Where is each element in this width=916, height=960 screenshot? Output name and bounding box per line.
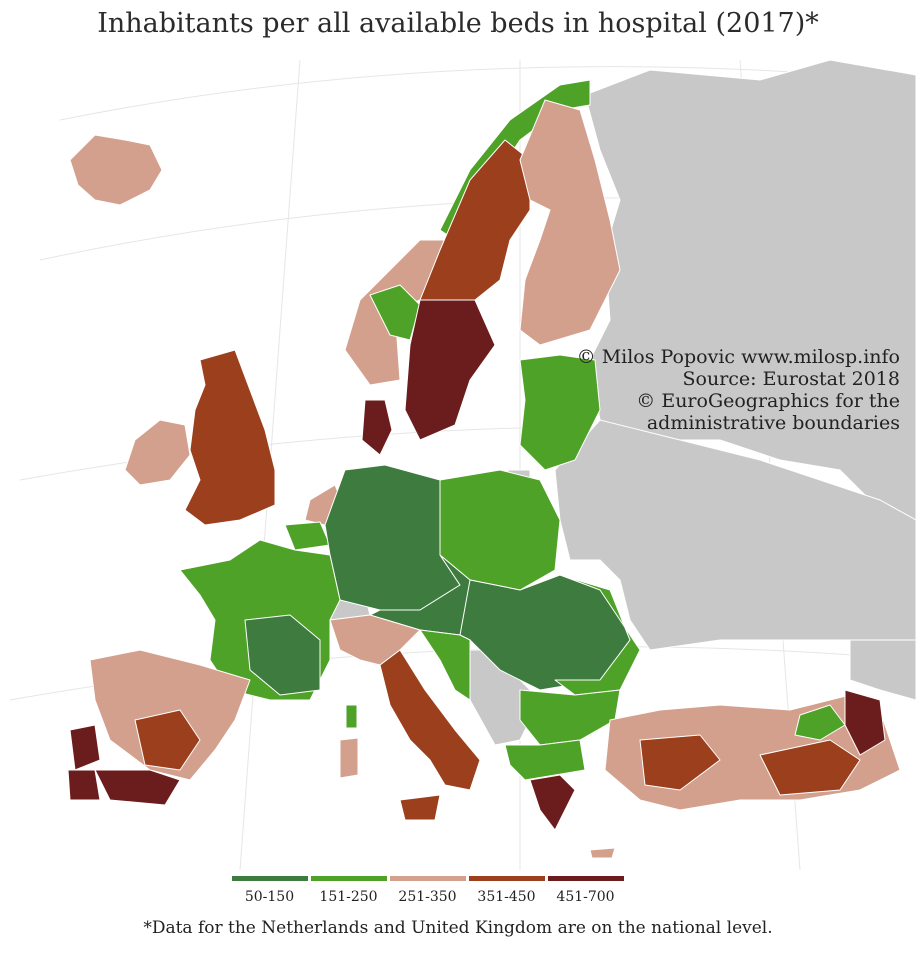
map-legend: 50-150 151-250 251-350 351-450 451-700 xyxy=(230,876,626,906)
legend-swatch xyxy=(389,876,466,881)
legend-label: 451-700 xyxy=(556,889,615,905)
portugal-south-region xyxy=(67,769,101,801)
uk-region xyxy=(184,349,276,526)
legend-item: 251-350 xyxy=(388,876,467,905)
finland-region xyxy=(519,99,621,346)
map-footnote: *Data for the Netherlands and United Kin… xyxy=(143,918,773,938)
credit-geo-1: © EuroGeographics for the xyxy=(636,390,900,412)
legend-swatch xyxy=(310,876,387,881)
credit-source: Source: Eurostat 2018 xyxy=(682,368,900,390)
legend-label: 251-350 xyxy=(398,889,457,905)
denmark-region xyxy=(361,399,393,456)
sicily-region xyxy=(399,794,441,821)
italy-south-region xyxy=(379,649,481,791)
iceland-region xyxy=(69,134,163,206)
legend-swatch xyxy=(468,876,545,881)
baltics-region xyxy=(519,354,601,471)
turkey-far-east-region xyxy=(844,689,886,756)
belgium-region xyxy=(284,521,331,551)
portugal-north-region xyxy=(69,724,101,771)
no-data-land xyxy=(324,59,916,746)
legend-label: 351-450 xyxy=(477,889,536,905)
bulgaria-region xyxy=(519,689,621,746)
croatia-region xyxy=(419,629,471,701)
europe-choropleth-map xyxy=(9,59,916,870)
turkey-dark-region xyxy=(639,734,721,791)
legend-item: 151-250 xyxy=(309,876,388,905)
legend-item: 351-450 xyxy=(467,876,546,905)
turkey-green-region xyxy=(794,704,846,741)
legend-item: 451-700 xyxy=(546,876,625,905)
legend-label: 50-150 xyxy=(244,889,295,905)
map-credits: © Milos Popovic www.milosp.info Source: … xyxy=(577,346,900,434)
germany-region xyxy=(324,464,461,611)
corsica-region xyxy=(345,704,358,729)
map-title: Inhabitants per all available beds in ho… xyxy=(97,8,819,39)
france-dark-region xyxy=(244,614,321,696)
romania-green-region xyxy=(554,574,641,696)
spain-central-region xyxy=(134,709,201,771)
greece-south-region xyxy=(529,774,576,831)
credit-geo-2: administrative boundaries xyxy=(646,412,900,434)
legend-swatch xyxy=(547,876,624,881)
caucasus-region xyxy=(849,639,916,701)
greece-north-region xyxy=(504,739,586,781)
sardinia-region xyxy=(339,737,359,779)
turkey-east-region xyxy=(759,739,861,796)
cyprus-region xyxy=(589,847,616,859)
sweden-south-region xyxy=(404,299,496,441)
legend-label: 151-250 xyxy=(319,889,378,905)
credit-author: © Milos Popovic www.milosp.info xyxy=(576,346,900,368)
legend-item: 50-150 xyxy=(230,876,309,905)
ireland-region xyxy=(124,419,191,486)
choropleth-regions xyxy=(67,79,901,859)
legend-swatch xyxy=(231,876,308,881)
andalusia-region xyxy=(94,769,181,806)
belarus-ukraine-region xyxy=(554,419,916,651)
